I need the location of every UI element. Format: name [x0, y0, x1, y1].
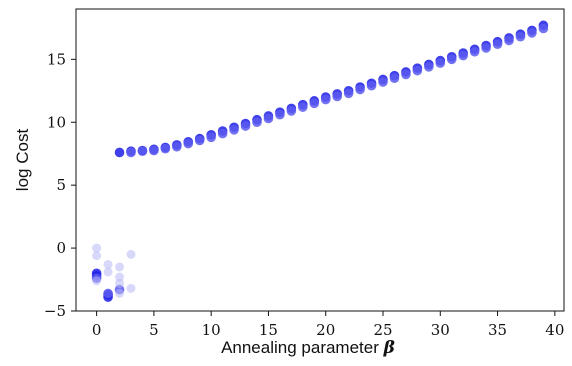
scatter-point: [458, 50, 468, 61]
y-tick-label: −5: [44, 302, 66, 320]
scatter-point: [115, 278, 125, 288]
scatter-point: [115, 262, 125, 272]
x-tick-label: 30: [431, 321, 450, 339]
scatter-point: [332, 91, 342, 102]
x-tick-label: 40: [545, 321, 564, 339]
y-tick-label: 10: [47, 113, 66, 131]
x-tick-label: 0: [92, 321, 102, 339]
scatter-point: [114, 147, 125, 158]
scatter-point: [263, 113, 274, 124]
scatter-point: [149, 145, 159, 156]
scatter-point: [309, 98, 320, 109]
y-tick-label: 5: [56, 176, 66, 194]
scatter-point: [446, 54, 457, 65]
scatter-point: [92, 243, 102, 253]
scatter-point: [126, 147, 136, 158]
scatter-point: [378, 77, 388, 87]
scatter-point: [366, 80, 377, 91]
scatter-point: [286, 106, 297, 116]
scatter-point: [469, 46, 480, 57]
x-tick-label: 5: [149, 321, 159, 339]
scatter-point: [320, 94, 331, 105]
scatter-point: [435, 58, 446, 68]
scatter-point: [160, 143, 171, 154]
scatter-point: [424, 62, 434, 72]
scatter-point: [527, 28, 537, 38]
scatter-point: [515, 31, 526, 42]
scatter-point: [229, 125, 239, 135]
x-tick-label: 10: [202, 321, 221, 339]
points-layer: [91, 20, 549, 302]
scatter-point: [389, 73, 400, 84]
x-axis-label-text: Annealing parameter: [221, 338, 379, 357]
scatter-point: [172, 141, 182, 152]
scatter-point: [343, 88, 354, 99]
scatter-point: [183, 138, 194, 149]
x-axis-label: Annealing parameter β: [221, 338, 395, 358]
scatter-point: [194, 135, 205, 146]
scatter-point: [115, 272, 125, 282]
scatter-point: [217, 128, 228, 139]
scatter-point: [103, 288, 113, 299]
scatter-point: [275, 109, 285, 120]
scatter-point: [481, 43, 491, 53]
scatter-point: [298, 102, 308, 112]
scatter-point: [401, 69, 411, 80]
scatter-point: [92, 276, 102, 286]
x-axis-label-symbol: β: [383, 338, 395, 358]
scatter-point: [206, 132, 216, 143]
scatter-point: [103, 267, 113, 277]
scatter-point: [126, 283, 136, 293]
scatter-point: [137, 146, 148, 156]
scatter-point: [412, 65, 423, 76]
y-axis-label: log Cost: [13, 129, 32, 192]
x-tick-label: 20: [316, 321, 335, 339]
scatter-point: [126, 249, 136, 259]
scatter-point: [115, 288, 125, 298]
y-tick-label: 0: [56, 239, 66, 257]
scatter-point: [240, 121, 251, 131]
scatter-point: [103, 259, 113, 269]
scatter-point: [492, 39, 503, 50]
y-tick-label: 15: [47, 50, 66, 68]
x-tick-label: 25: [373, 321, 392, 339]
plot-frame: [75, 8, 565, 312]
x-ticks-layer: 0 5 10 15 20 25 30 35 40: [92, 311, 564, 339]
scatter-point: [252, 117, 262, 128]
scatter-point: [504, 35, 514, 46]
x-tick-label: 15: [259, 321, 278, 339]
scatter-point: [92, 251, 102, 261]
x-tick-label: 35: [488, 321, 507, 339]
scatter-point: [355, 84, 365, 95]
y-ticks-layer: −5 0 5 10 15: [44, 50, 76, 320]
scatter-point: [538, 23, 549, 34]
